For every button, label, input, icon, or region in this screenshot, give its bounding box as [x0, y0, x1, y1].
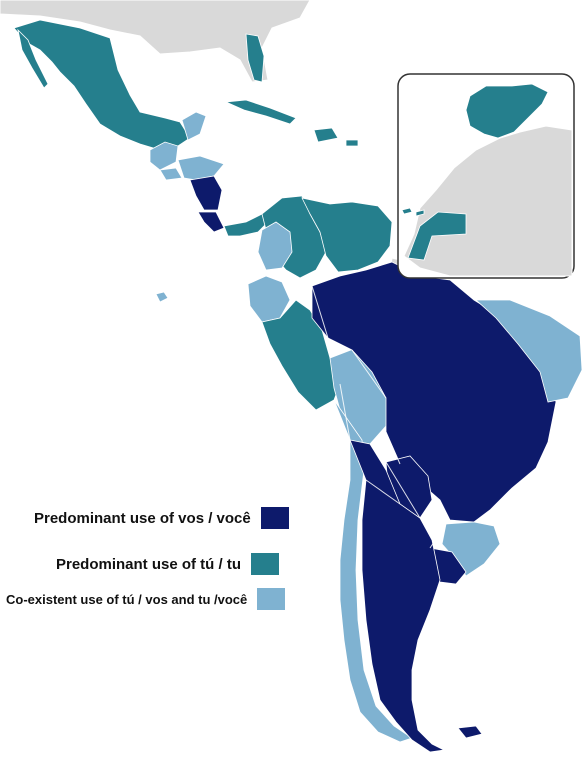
region-venezuela [301, 197, 393, 273]
legend-row-vos: Predominant use of vos / você [34, 507, 289, 529]
legend-row-coexist: Co-existent use of tú / vos and tu /você [6, 588, 286, 610]
legend-swatch-vos [260, 507, 289, 529]
region-guatemala [149, 141, 179, 171]
usa-landmass [0, 0, 311, 83]
region-spain [465, 83, 549, 139]
region-costa-rica [197, 211, 225, 233]
region-falklands [457, 725, 483, 739]
region-honduras [177, 155, 225, 181]
legend-label-vos: Predominant use of vos / você [34, 509, 251, 527]
border-lines [299, 255, 447, 549]
region-cuba [224, 99, 297, 125]
region-western-sahara [407, 211, 467, 261]
region-belize-yucatan-coexist [181, 111, 207, 141]
region-el-salvador [159, 167, 183, 181]
region-florida-enclave [245, 33, 265, 83]
region-brazil-south [441, 521, 501, 577]
legend-swatch-tu [251, 553, 280, 575]
region-galapagos [155, 291, 169, 303]
region-chile [333, 399, 413, 743]
region-nicaragua [189, 175, 223, 211]
region-dominican-republic [313, 127, 339, 143]
region-canary-islands [401, 207, 425, 217]
region-panama [223, 213, 271, 237]
inset-north-africa [403, 125, 573, 277]
legend-row-tu: Predominant use of tú / tu [56, 553, 280, 575]
inset-spain-africa [397, 73, 575, 279]
region-colombia-west [257, 221, 293, 271]
legend-swatch-coexist [257, 588, 286, 610]
region-argentina [349, 439, 446, 753]
region-puerto-rico [345, 139, 359, 147]
region-mexico-baja [17, 28, 49, 89]
region-ecuador [247, 275, 291, 323]
region-brazil-northeast [474, 299, 583, 403]
legend-label-tu: Predominant use of tú / tu [56, 555, 242, 573]
legend-label-coexist: Co-existent use of tú / vos and tu /você [6, 591, 248, 607]
